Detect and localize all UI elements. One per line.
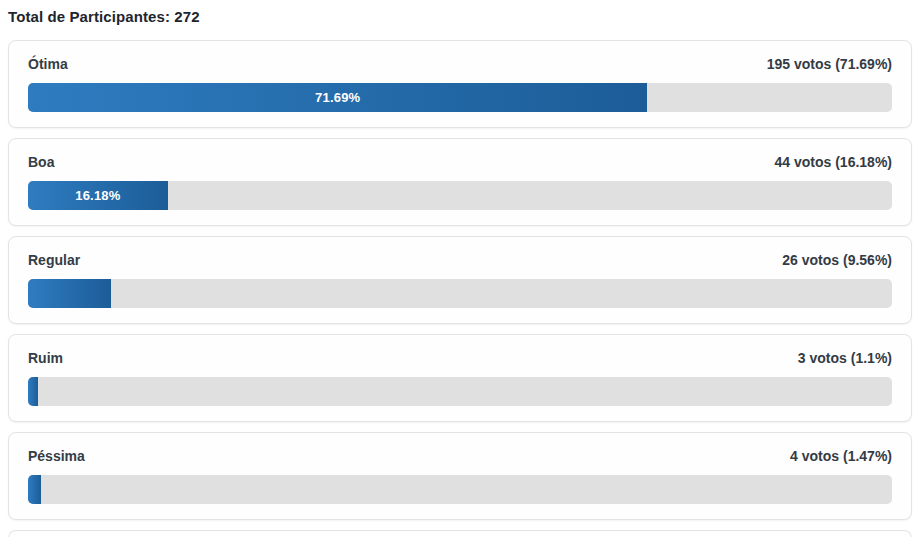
page-title: Total de Participantes: 272 [8,8,912,25]
poll-option-header: Boa 44 votos (16.18%) [28,153,892,170]
poll-option-header: Ruim 3 votos (1.1%) [28,349,892,366]
option-votes-count: 3 votos (1.1%) [798,350,892,366]
option-bar-fill [28,475,41,504]
option-label: Ruim [28,350,63,366]
poll-option-header: Ótima 195 votos (71.69%) [28,55,892,72]
option-votes-count: 26 votos (9.56%) [782,252,892,268]
poll-option-card: Boa 44 votos (16.18%) 16.18% [8,138,912,226]
option-bar-track: 71.69% [28,83,892,112]
option-bar-fill [28,279,111,308]
option-bar-percent-label: 71.69% [315,90,360,105]
option-label: Regular [28,252,80,268]
option-bar-percent-label: 16.18% [75,188,120,203]
option-bar-track [28,377,892,406]
option-label: Ótima [28,56,68,72]
option-votes-count: 44 votos (16.18%) [775,154,893,170]
option-votes-count: 195 votos (71.69%) [767,56,892,72]
poll-option-header: Regular 26 votos (9.56%) [28,251,892,268]
poll-option-card: Ruim 3 votos (1.1%) [8,334,912,422]
option-votes-count: 4 votos (1.47%) [790,448,892,464]
next-card-top-edge [8,530,912,537]
option-label: Boa [28,154,54,170]
poll-option-card: Ótima 195 votos (71.69%) 71.69% [8,40,912,128]
poll-options-list: Ótima 195 votos (71.69%) 71.69% Boa 44 v… [8,40,912,520]
option-bar-fill: 16.18% [28,181,168,210]
option-bar-fill: 71.69% [28,83,647,112]
poll-option-card: Regular 26 votos (9.56%) [8,236,912,324]
option-bar-fill [28,377,38,406]
poll-option-header: Péssima 4 votos (1.47%) [28,447,892,464]
poll-results-page: Total de Participantes: 272 Ótima 195 vo… [0,0,920,537]
option-bar-track: 16.18% [28,181,892,210]
option-label: Péssima [28,448,85,464]
option-bar-track [28,475,892,504]
poll-option-card: Péssima 4 votos (1.47%) [8,432,912,520]
option-bar-track [28,279,892,308]
